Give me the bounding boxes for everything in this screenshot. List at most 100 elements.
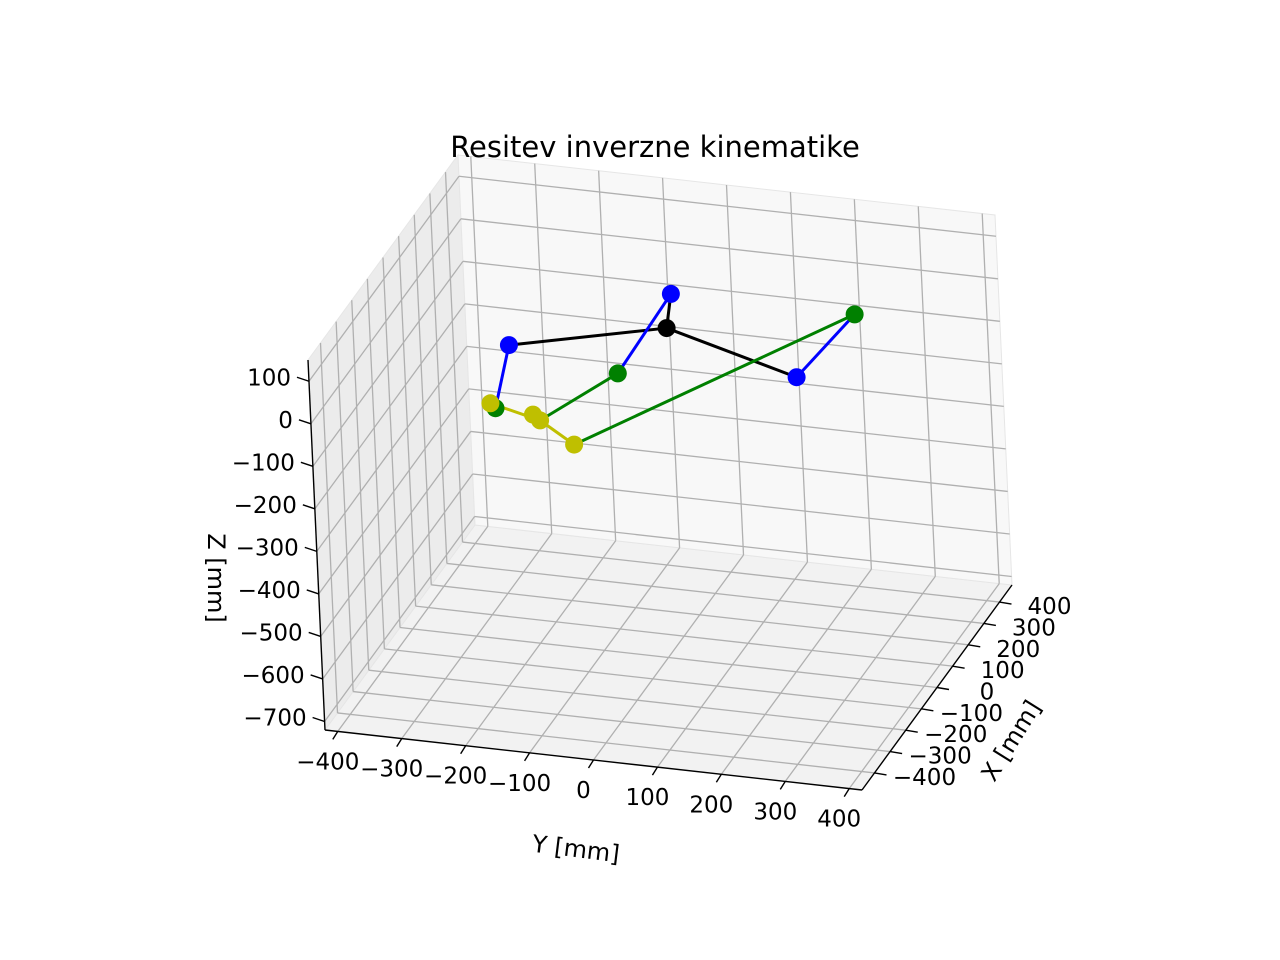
- z-tick-label: −100: [232, 450, 295, 476]
- y-tick-label: −200: [424, 764, 487, 790]
- z-tick-label: 100: [247, 365, 291, 391]
- y-grid-line: [848, 583, 1000, 789]
- z-grid-line: [472, 473, 1010, 535]
- z-grid-line: [458, 175, 997, 237]
- x-grid-line: [429, 193, 448, 564]
- x-tick-mark: [874, 772, 887, 776]
- z-grid-line: [314, 303, 466, 510]
- z-grid-line: [464, 303, 1002, 365]
- x-tick-mark: [921, 708, 934, 712]
- x-tick-mark: [999, 601, 1012, 605]
- x-grid-line: [351, 300, 370, 671]
- z-tick-mark: [300, 461, 314, 467]
- y-tick-label: 0: [576, 778, 591, 804]
- tick-labels: −400 −300 −200 −100 0 100 200 300 400−400−300−20…: [232, 365, 1072, 832]
- y-tick-label: −400: [296, 749, 359, 775]
- y-tick-label: 300: [753, 799, 797, 825]
- y-grid-line: [853, 199, 873, 570]
- y-grid-line: [465, 540, 617, 747]
- link-segment: [795, 313, 856, 379]
- y-grid-line: [592, 554, 745, 761]
- z-tick-mark: [308, 631, 321, 638]
- y-grid-line: [784, 576, 936, 782]
- z-grid-line: [320, 431, 472, 637]
- y-grid-line: [529, 547, 681, 754]
- z-tick-mark: [302, 504, 316, 510]
- x-grid-line: [319, 342, 339, 713]
- z-grid-line: [460, 218, 999, 280]
- platform-joint-marker: [531, 411, 550, 430]
- x-tick-mark: [952, 665, 965, 669]
- elbow-marker: [845, 305, 864, 324]
- z-grid-line: [310, 218, 462, 425]
- y-tick-label: 200: [689, 792, 733, 818]
- grid-lines: [308, 156, 1012, 789]
- z-grid-line: [316, 345, 468, 552]
- x-grid-line: [413, 214, 432, 585]
- x-tick-label: −300: [909, 744, 972, 770]
- link-segment: [508, 326, 667, 347]
- z-grid-line: [474, 515, 1012, 578]
- z-grid-line: [324, 516, 476, 722]
- axis-lines: [296, 359, 1013, 797]
- link-segment: [666, 326, 798, 379]
- z-grid-line: [462, 260, 1000, 322]
- z-tick-mark: [312, 716, 325, 723]
- x-tick-mark: [936, 686, 950, 691]
- x-tick-label: 0: [980, 680, 995, 706]
- x-tick-label: 200: [996, 637, 1040, 663]
- z-tick-label: 0: [278, 408, 293, 434]
- z-grid-line: [322, 473, 474, 680]
- x-grid-line: [366, 278, 386, 649]
- x-grid-line: [335, 321, 354, 692]
- link-segment: [494, 344, 511, 409]
- x-tick-label: −100: [940, 701, 1003, 727]
- z-tick-mark: [310, 674, 323, 680]
- link-segment: [573, 313, 856, 446]
- y-grid-line: [401, 533, 553, 739]
- z-tick-mark: [306, 589, 319, 595]
- x-tick-mark: [905, 729, 918, 733]
- z-axis-label: Z [mm]: [202, 533, 230, 623]
- y-tick-label: 400: [817, 807, 861, 833]
- link-segment: [616, 293, 673, 375]
- z-tick-label: −300: [236, 535, 299, 561]
- y-grid-line: [981, 213, 1000, 584]
- y-tick-mark: [523, 752, 531, 762]
- base-center-marker: [657, 319, 676, 338]
- x-tick-label: −400: [893, 765, 956, 791]
- x-grid-line: [444, 172, 464, 543]
- x-tick-mark: [968, 644, 981, 648]
- z-grid-line: [318, 388, 470, 595]
- y-tick-label: 100: [625, 785, 669, 811]
- z-grid-line: [312, 260, 464, 467]
- data-series: [481, 284, 864, 454]
- z-tick-label: −600: [241, 663, 304, 689]
- base-joint-marker: [787, 368, 806, 387]
- y-tick-label: −100: [488, 771, 551, 797]
- x-grid-line: [382, 257, 401, 628]
- z-grid-line: [470, 430, 1008, 493]
- x-tick-mark: [890, 750, 903, 755]
- y-tick-mark: [587, 759, 595, 769]
- z-grid-line: [308, 175, 460, 382]
- x-tick-label: 400: [1028, 594, 1072, 620]
- chart-title: Resitev inverzne kinematike: [450, 130, 860, 164]
- y-tick-mark: [715, 773, 722, 783]
- x-tick-mark: [983, 622, 996, 627]
- platform-joint-marker: [565, 435, 584, 454]
- y-grid-line: [337, 526, 489, 732]
- x-tick-label: 300: [1012, 615, 1056, 641]
- y-tick-label: −300: [360, 757, 423, 783]
- z-tick-label: −400: [238, 578, 301, 604]
- platform-joint-marker: [481, 394, 500, 413]
- z-axis-line: [307, 359, 326, 731]
- y-tick-mark: [460, 745, 467, 755]
- y-tick-mark: [651, 766, 659, 776]
- z-tick-mark: [304, 546, 318, 553]
- z-grid-line: [466, 345, 1004, 408]
- y-tick-mark: [332, 731, 339, 740]
- base-joint-marker: [499, 336, 518, 355]
- y-grid-line: [534, 163, 553, 534]
